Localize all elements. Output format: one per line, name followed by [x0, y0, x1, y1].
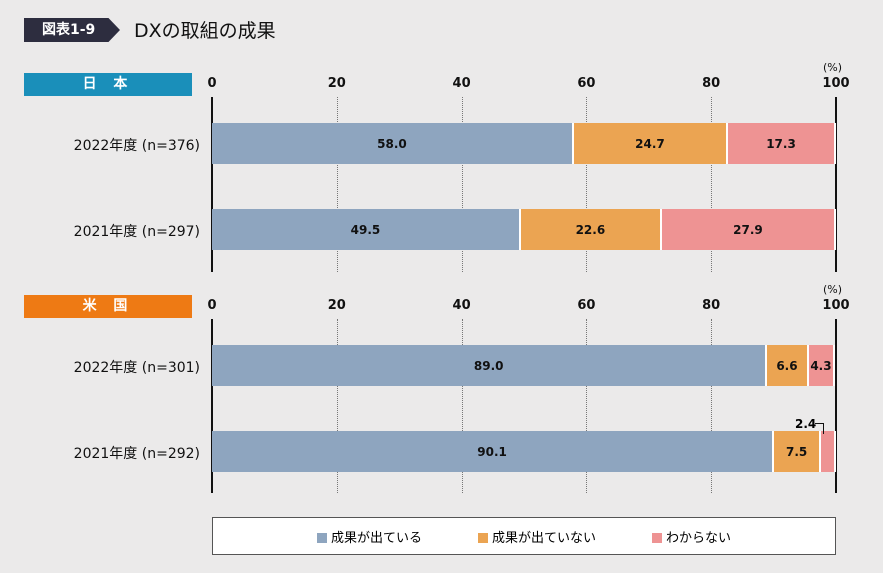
legend-item: 成果が出ていない [477, 527, 596, 546]
bar-segment-0: 49.5 [212, 209, 521, 250]
tick-label: 100 [822, 298, 850, 313]
unit-label: (%) [823, 61, 843, 74]
gridline [336, 97, 338, 272]
tick-label: 40 [452, 298, 471, 313]
legend: 成果が出ている 成果が出ていない わからない [212, 517, 836, 555]
data-label: 49.5 [350, 222, 381, 237]
axis-left [211, 319, 213, 493]
legend-label: わからない [666, 530, 732, 546]
axis-right [835, 319, 837, 493]
gridline [711, 319, 713, 493]
data-label: 89.0 [473, 358, 504, 373]
data-label: 27.9 [733, 222, 763, 237]
gridline [461, 97, 463, 272]
gridline [586, 319, 588, 493]
tick-label: 60 [577, 76, 596, 91]
figure-title: DXの取組の成果 [134, 20, 276, 42]
category-label: 2021年度 (n=297) [73, 224, 200, 240]
category-label: 2021年度 (n=292) [73, 446, 200, 462]
legend-swatch [316, 532, 327, 543]
data-label: 4.3 [810, 358, 832, 373]
data-label: 2.4 [795, 417, 817, 431]
data-label: 90.1 [477, 444, 507, 459]
legend-item: わからない [652, 527, 731, 546]
bar-segment-1: 6.6 [767, 345, 809, 386]
tick-label: 20 [327, 76, 346, 91]
panel-label: 日 本 [24, 73, 192, 96]
bar-segment-2 [821, 431, 836, 472]
legend-swatch [652, 532, 662, 543]
bar-segment-0: 58.0 [212, 123, 574, 164]
category-label: 2022年度 (n=301) [73, 360, 200, 376]
figure-tag: 図表1-9 [24, 18, 120, 42]
data-label: 17.3 [766, 136, 796, 151]
tick-label: 40 [452, 76, 471, 91]
bar-segment-2: 27.9 [661, 209, 836, 250]
tick-label: 80 [702, 298, 721, 313]
tick-label: 80 [702, 76, 721, 91]
bar-segment-2: 4.3 [808, 345, 836, 386]
tick-label: 0 [207, 298, 217, 313]
tick-label: 0 [207, 76, 217, 91]
data-label: 58.0 [377, 136, 407, 151]
panel-label: 米 国 [24, 295, 192, 318]
axis-right [835, 97, 837, 272]
data-label: 22.6 [575, 222, 606, 237]
legend-swatch [477, 532, 488, 543]
bar-segment-1: 22.6 [520, 209, 662, 250]
tick-label: 20 [327, 298, 346, 313]
tick-label: 100 [822, 76, 850, 91]
bar-segment-0: 90.1 [212, 431, 775, 472]
bar-segment-0: 89.0 [212, 345, 768, 386]
leader-line [815, 423, 825, 434]
gridline [711, 97, 713, 272]
unit-label: (%) [823, 283, 843, 296]
legend-label: 成果が出ている [330, 530, 422, 546]
bar-segment-2: 17.3 [728, 123, 836, 164]
bar-segment-1: 7.5 [774, 431, 822, 472]
gridline [461, 319, 463, 493]
legend-label: 成果が出ていない [491, 530, 596, 546]
data-label: 7.5 [785, 444, 808, 459]
bar-segment-1: 24.7 [573, 123, 729, 164]
data-label: 6.6 [776, 358, 798, 373]
legend-item: 成果が出ている [316, 527, 422, 546]
gridline [336, 319, 338, 493]
category-label: 2022年度 (n=376) [73, 138, 200, 154]
axis-left [211, 97, 213, 272]
gridline [586, 97, 588, 272]
data-label: 24.7 [635, 136, 665, 151]
tick-label: 60 [577, 298, 596, 313]
